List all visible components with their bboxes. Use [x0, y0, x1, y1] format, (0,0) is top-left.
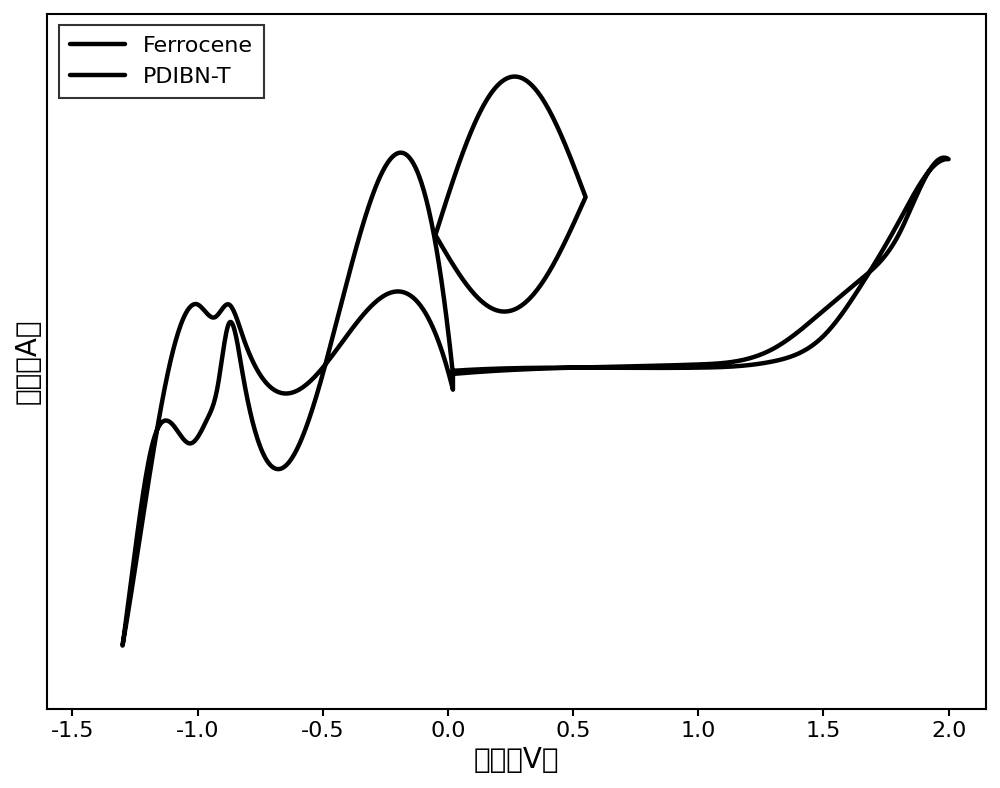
Ferrocene [442, 191, 454, 200]
PDIBN-T [117, 641, 129, 650]
PDIBN-T [422, 203, 434, 212]
Ferrocene [429, 230, 441, 240]
Ferrocene [499, 307, 511, 316]
PDIBN-T [472, 365, 484, 374]
Ferrocene [450, 168, 462, 177]
Ferrocene [509, 72, 521, 81]
PDIBN-T [395, 148, 407, 158]
Line: Ferrocene: Ferrocene [435, 76, 586, 311]
Legend: Ferrocene, PDIBN-T: Ferrocene, PDIBN-T [59, 25, 264, 98]
Ferrocene [530, 286, 542, 296]
PDIBN-T [572, 362, 584, 372]
Ferrocene [429, 230, 441, 240]
PDIBN-T [209, 393, 221, 403]
X-axis label: 电压（V）: 电压（V） [474, 746, 560, 774]
PDIBN-T [386, 288, 398, 297]
PDIBN-T [447, 370, 459, 379]
Ferrocene [477, 101, 489, 110]
Line: PDIBN-T: PDIBN-T [123, 153, 949, 645]
PDIBN-T [825, 324, 837, 333]
Ferrocene [448, 262, 460, 272]
Ferrocene [533, 89, 545, 98]
PDIBN-T [447, 370, 459, 379]
Y-axis label: 电流（A）: 电流（A） [14, 318, 42, 404]
